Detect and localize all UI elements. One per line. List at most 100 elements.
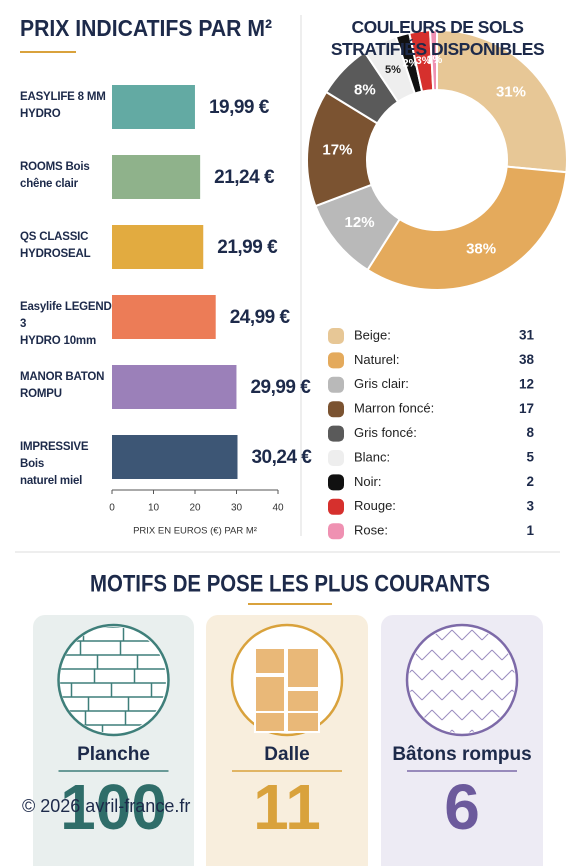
herringbone	[491, 669, 503, 681]
tile	[254, 647, 286, 675]
tile	[254, 711, 286, 733]
slice-label: 3%	[416, 55, 432, 67]
herringbone	[451, 689, 463, 701]
herringbone	[492, 570, 502, 580]
herringbone	[372, 690, 382, 700]
tile	[286, 689, 320, 713]
herringbone	[461, 649, 473, 661]
herringbone	[461, 629, 473, 641]
herringbone	[461, 709, 473, 721]
herringbone	[492, 590, 502, 600]
category-label: MANOR BATON ROMPU	[20, 371, 105, 400]
motif-value: 6	[444, 771, 480, 843]
value-label: 29,99 €	[250, 377, 311, 398]
herringbone	[562, 570, 572, 580]
herringbone	[552, 610, 562, 620]
herringbone	[552, 690, 562, 700]
herringbone	[522, 590, 532, 600]
motifs-title: MOTIFS DE POSE LES PLUS COURANTS	[90, 570, 490, 597]
herringbone	[372, 730, 382, 740]
herringbone	[572, 590, 577, 600]
herringbone	[562, 750, 572, 760]
herringbone	[421, 669, 433, 681]
bar	[112, 85, 195, 129]
legend-value: 12	[519, 376, 534, 391]
herringbone	[501, 669, 513, 681]
slice-label: 12%	[345, 214, 375, 231]
x-tick-label: 20	[189, 503, 201, 514]
herringbone	[552, 730, 562, 740]
herringbone	[572, 710, 577, 720]
herringbone	[512, 590, 522, 600]
herringbone	[491, 689, 503, 701]
herringbone	[542, 630, 552, 640]
x-tick-label: 40	[272, 503, 284, 514]
herringbone	[471, 629, 483, 641]
herringbone	[552, 770, 562, 780]
herringbone	[372, 770, 382, 780]
value-label: 21,99 €	[217, 237, 278, 258]
herringbone	[572, 730, 577, 740]
x-tick-label: 0	[109, 503, 115, 514]
footer: © 2026 avril-france.fr	[22, 796, 191, 816]
herringbone	[562, 770, 572, 780]
herringbone	[461, 669, 473, 681]
x-axis-label: PRIX EN EUROS (€) PAR M²	[133, 526, 257, 537]
herringbone	[491, 649, 503, 661]
herringbone	[572, 670, 577, 680]
herringbone	[562, 670, 572, 680]
herringbone	[542, 610, 552, 620]
herringbone	[471, 649, 483, 661]
herringbone	[562, 610, 572, 620]
category-label: QS CLASSIC HYDROSEAL	[20, 231, 91, 260]
legend-label: Beige:	[354, 327, 391, 342]
herringbone	[522, 570, 532, 580]
herringbone	[552, 750, 562, 760]
herringbone	[471, 689, 483, 701]
herringbone	[372, 670, 382, 680]
herringbone	[409, 689, 413, 701]
legend-marker	[328, 376, 344, 393]
herringbone	[481, 709, 493, 721]
icon-circle	[57, 623, 170, 737]
herringbone	[441, 629, 453, 641]
herringbone	[441, 689, 453, 701]
herringbone	[502, 590, 512, 600]
legend-marker	[328, 498, 344, 515]
legend-value: 31	[519, 328, 535, 343]
herringbone	[372, 750, 382, 760]
herringbone	[542, 590, 552, 600]
herringbone	[542, 670, 552, 680]
bar	[112, 295, 216, 339]
bar	[112, 155, 201, 199]
value-label: 24,99 €	[230, 307, 291, 328]
herringbone	[451, 649, 463, 661]
herringbone	[431, 689, 443, 701]
herringbone	[552, 710, 562, 720]
legend-label: Rouge:	[354, 498, 396, 513]
herringbone	[441, 729, 453, 733]
herringbone	[372, 650, 382, 660]
legend-label: Naturel:	[354, 352, 400, 367]
tile	[286, 647, 320, 689]
category-label: Easylife LEGEND 3 HYDRO 10mm	[20, 301, 112, 347]
donut-title: COULEURS DE SOLS STRATIFIÉS DISPONIBLES	[330, 17, 545, 59]
legend-marker	[328, 474, 344, 491]
herringbone	[532, 570, 542, 580]
herringbone	[421, 649, 433, 661]
x-tick-label: 30	[231, 503, 243, 514]
herringbone	[411, 669, 423, 681]
legend-value: 1	[526, 523, 534, 538]
herringbone	[542, 710, 552, 720]
herringbone	[552, 570, 562, 580]
herringbone	[572, 690, 577, 700]
donut-slice	[436, 28, 568, 174]
motif-name: Planche	[77, 744, 150, 765]
donut-slice	[366, 165, 568, 291]
herringbone	[451, 669, 463, 681]
herringbone	[471, 669, 483, 681]
motif-value: 100	[60, 771, 167, 843]
slice-label: 5%	[385, 64, 401, 76]
herringbone	[431, 649, 443, 661]
